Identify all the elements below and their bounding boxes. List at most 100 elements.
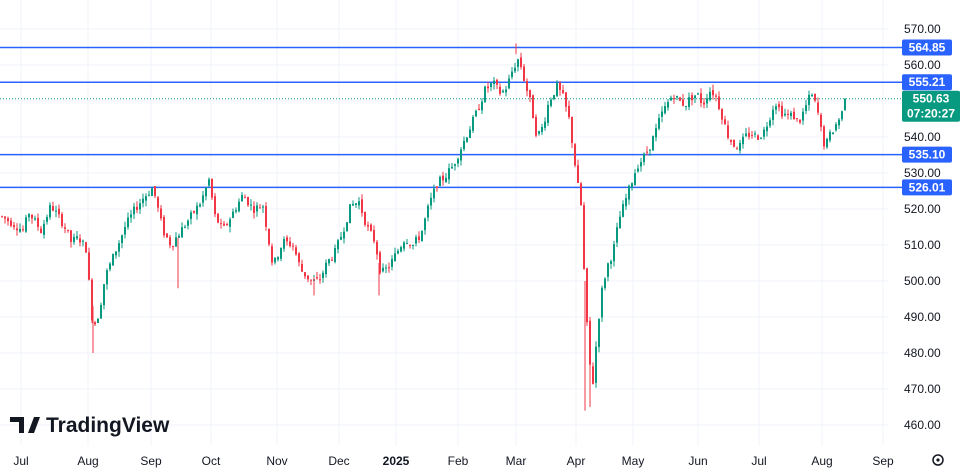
candle-body	[388, 267, 390, 269]
candle	[142, 193, 144, 208]
candle	[826, 137, 828, 149]
candle	[76, 231, 78, 240]
candle	[652, 135, 654, 151]
candle-body	[469, 129, 471, 138]
candle-body	[550, 99, 552, 106]
candle	[721, 108, 723, 125]
candle-body	[349, 204, 351, 224]
candle	[289, 237, 291, 248]
candle-body	[748, 132, 750, 137]
candle	[196, 202, 198, 220]
candle-body	[346, 222, 348, 231]
candle-body	[697, 93, 699, 95]
axis-settings-button[interactable]	[932, 454, 944, 466]
candle-body	[115, 251, 117, 256]
candle	[181, 222, 183, 238]
candle	[376, 240, 378, 260]
candle-body	[526, 80, 528, 91]
candle	[334, 244, 336, 264]
candle-body	[244, 197, 246, 199]
candle-body	[214, 196, 216, 215]
candle	[184, 224, 186, 229]
candle-body	[259, 207, 261, 209]
candle-body	[829, 132, 831, 141]
grid-layer	[0, 0, 888, 446]
candle-body	[364, 212, 366, 225]
candle	[64, 223, 66, 234]
candle	[190, 210, 192, 225]
candle	[103, 284, 105, 310]
candle	[100, 302, 102, 320]
candle	[811, 93, 813, 97]
candle-body	[766, 126, 768, 132]
candle	[319, 274, 321, 284]
candle	[70, 229, 72, 248]
candle-body	[655, 128, 657, 138]
candle-body	[268, 228, 270, 245]
candle-body	[343, 231, 345, 239]
candle	[613, 240, 615, 267]
candle	[286, 235, 288, 246]
candle	[133, 202, 135, 220]
candle	[682, 93, 684, 107]
candle	[835, 122, 837, 132]
candle	[757, 134, 759, 141]
candle-body	[199, 204, 201, 207]
candle	[502, 89, 504, 94]
candle	[694, 95, 696, 104]
candle-body	[13, 225, 15, 228]
candle-body	[679, 97, 681, 101]
candle-body	[397, 250, 399, 254]
candle-body	[592, 366, 594, 384]
candle	[745, 127, 747, 138]
time-tick-label: Sep	[872, 454, 894, 468]
candle-body	[358, 201, 360, 206]
level-tag-label: 555.21	[909, 75, 946, 89]
candle	[481, 98, 483, 115]
candle-body	[730, 140, 732, 142]
candle	[139, 198, 141, 214]
candle-body	[379, 252, 381, 273]
candle-body	[274, 257, 276, 263]
candle	[397, 248, 399, 255]
candle	[151, 186, 153, 197]
candle-body	[145, 196, 147, 201]
candle-body	[772, 109, 774, 120]
candle	[601, 285, 603, 322]
candle	[463, 136, 465, 152]
candle	[637, 164, 639, 173]
candle-body	[745, 133, 747, 136]
time-tick-label: Jul	[13, 454, 28, 468]
candle	[28, 213, 30, 222]
candle-body	[160, 208, 162, 219]
price-tick-label: 460.00	[904, 418, 941, 432]
time-tick-label: Oct	[202, 454, 221, 468]
candle	[178, 233, 180, 238]
candle-body	[4, 216, 6, 219]
candle-body	[742, 136, 744, 145]
candle-body	[490, 83, 492, 87]
candle-body	[790, 112, 792, 116]
candle	[730, 139, 732, 145]
candle-body	[88, 252, 90, 280]
tradingview-logo[interactable]: TradingView	[10, 414, 170, 437]
candle-body	[409, 244, 411, 246]
candle	[529, 89, 531, 103]
candle	[361, 194, 363, 217]
candle	[208, 177, 210, 188]
candle-body	[241, 195, 243, 202]
candle-body	[304, 272, 306, 277]
support-resistance-levels	[0, 46, 902, 189]
price-tick-label: 520.00	[904, 202, 941, 216]
candle	[277, 256, 279, 262]
candle	[817, 97, 819, 116]
candle-body	[1, 216, 3, 218]
last-price-tag	[902, 90, 960, 122]
candle-body	[133, 206, 135, 215]
candle	[256, 202, 258, 217]
time-tick-label: May	[622, 454, 645, 468]
candle	[586, 267, 588, 326]
candle	[703, 98, 705, 109]
candle	[211, 178, 213, 200]
